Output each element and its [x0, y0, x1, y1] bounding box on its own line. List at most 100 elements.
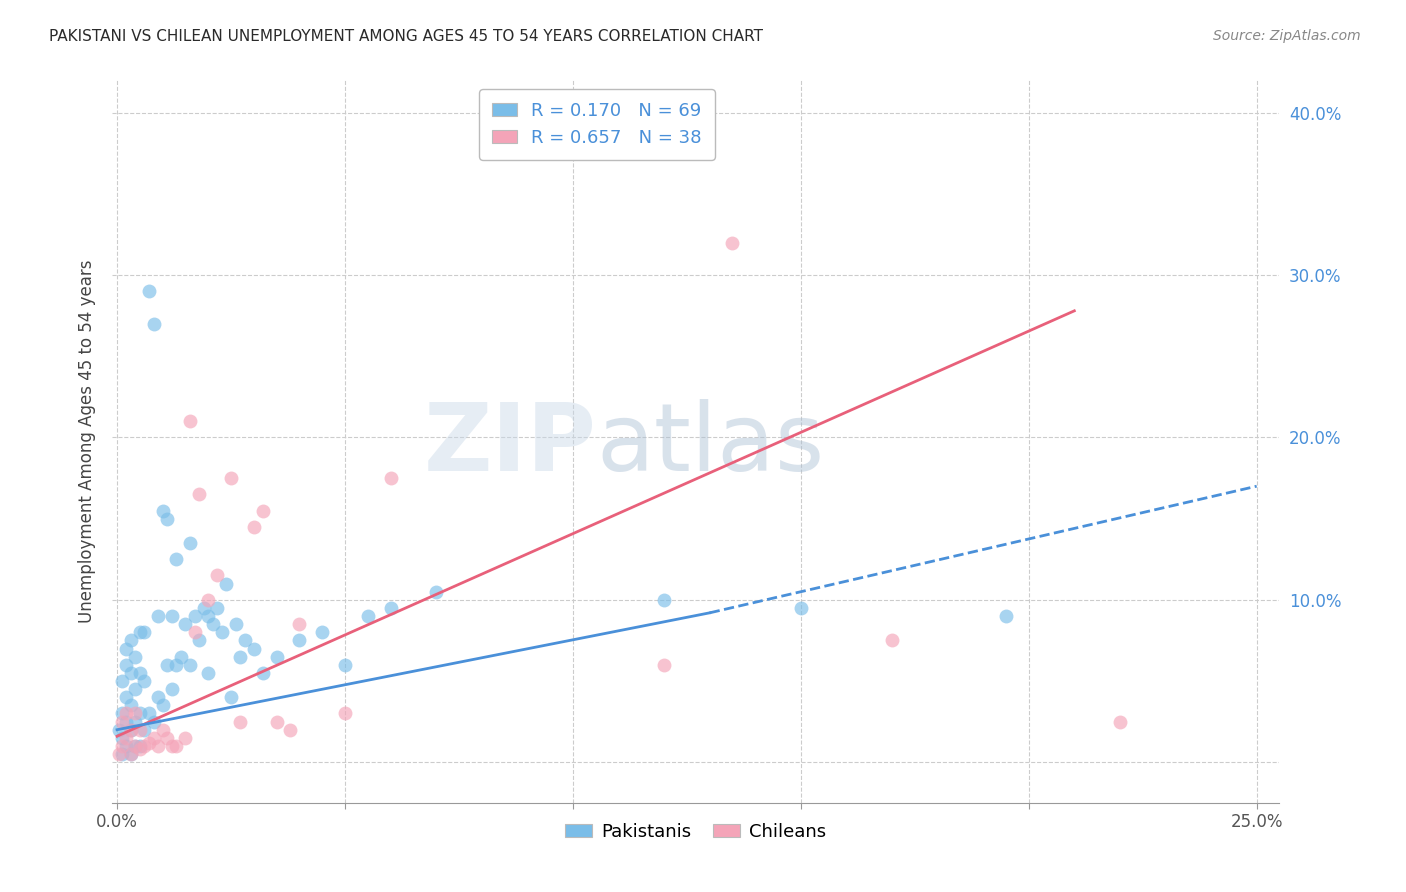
Point [880, 633, 903, 648]
Point [124, 682, 146, 697]
Point [124, 739, 146, 753]
Point [266, 714, 288, 729]
Point [120, 723, 142, 737]
Point [134, 723, 156, 737]
Point [266, 649, 288, 664]
Point [219, 690, 242, 705]
Point [211, 625, 233, 640]
Point [110, 739, 132, 753]
Point [1109, 714, 1132, 729]
Point [207, 601, 229, 615]
Point [138, 285, 160, 299]
Point [120, 633, 142, 648]
Point [128, 665, 150, 680]
Text: Source: ZipAtlas.com: Source: ZipAtlas.com [1213, 29, 1361, 43]
Point [170, 649, 193, 664]
Point [110, 714, 132, 729]
Point [165, 552, 187, 566]
Legend: Pakistanis, Chileans: Pakistanis, Chileans [558, 815, 834, 848]
Point [380, 601, 402, 615]
Point [197, 592, 219, 607]
Point [160, 739, 183, 753]
Point [110, 673, 132, 688]
Point [160, 682, 183, 697]
Point [128, 723, 150, 737]
Point [115, 690, 138, 705]
Point [156, 731, 179, 745]
Point [179, 657, 201, 672]
Point [120, 747, 142, 761]
Point [721, 235, 744, 250]
Text: PAKISTANI VS CHILEAN UNEMPLOYMENT AMONG AGES 45 TO 54 YEARS CORRELATION CHART: PAKISTANI VS CHILEAN UNEMPLOYMENT AMONG … [49, 29, 763, 44]
Point [108, 747, 131, 761]
Point [174, 617, 197, 632]
Point [110, 731, 132, 745]
Point [134, 625, 156, 640]
Point [179, 414, 201, 428]
Point [174, 731, 197, 745]
Point [120, 747, 142, 761]
Point [134, 739, 156, 753]
Point [188, 633, 211, 648]
Point [165, 657, 187, 672]
Point [183, 625, 205, 640]
Point [115, 657, 138, 672]
Point [146, 690, 169, 705]
Point [994, 609, 1017, 624]
Point [120, 698, 142, 713]
Point [142, 317, 165, 331]
Point [138, 736, 160, 750]
Point [183, 609, 205, 624]
Point [311, 625, 333, 640]
Point [124, 739, 146, 753]
Point [425, 584, 447, 599]
Point [380, 471, 402, 485]
Point [138, 706, 160, 721]
Point [146, 609, 169, 624]
Point [142, 714, 165, 729]
Y-axis label: Unemployment Among Ages 45 to 54 years: Unemployment Among Ages 45 to 54 years [77, 260, 96, 624]
Point [120, 665, 142, 680]
Point [134, 673, 156, 688]
Point [124, 706, 146, 721]
Point [243, 641, 266, 656]
Point [128, 739, 150, 753]
Point [110, 747, 132, 761]
Point [243, 520, 266, 534]
Point [207, 568, 229, 582]
Point [115, 706, 138, 721]
Point [229, 649, 252, 664]
Point [333, 657, 356, 672]
Point [146, 739, 169, 753]
Point [128, 625, 150, 640]
Point [120, 723, 142, 737]
Point [252, 665, 274, 680]
Point [252, 503, 274, 517]
Point [108, 723, 131, 737]
Point [278, 723, 301, 737]
Point [229, 714, 252, 729]
Point [152, 503, 174, 517]
Point [124, 649, 146, 664]
Point [357, 609, 380, 624]
Point [142, 731, 165, 745]
Text: atlas: atlas [596, 399, 825, 491]
Point [652, 592, 675, 607]
Point [219, 471, 242, 485]
Point [179, 536, 201, 550]
Point [152, 723, 174, 737]
Point [110, 706, 132, 721]
Point [233, 633, 256, 648]
Point [288, 633, 311, 648]
Point [215, 576, 238, 591]
Point [288, 617, 311, 632]
Point [197, 609, 219, 624]
Point [124, 714, 146, 729]
Point [193, 601, 215, 615]
Point [115, 731, 138, 745]
Point [128, 706, 150, 721]
Point [115, 641, 138, 656]
Point [197, 665, 219, 680]
Point [160, 609, 183, 624]
Point [152, 698, 174, 713]
